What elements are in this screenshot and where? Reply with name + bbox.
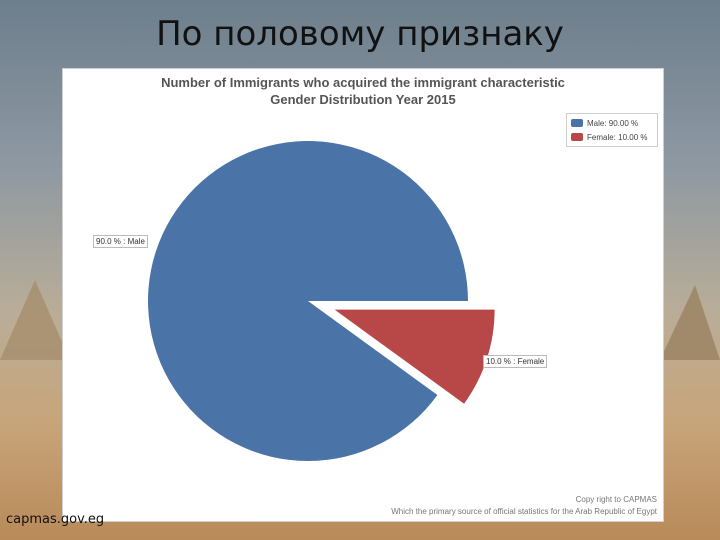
chart-subtitle: Gender Distribution Year 2015 xyxy=(270,92,456,107)
chart-footer-source: Which the primary source of official sta… xyxy=(391,507,657,516)
legend-swatch-male xyxy=(571,119,583,127)
pyramid-right-decoration xyxy=(660,285,720,360)
chart-footer-copyright: Copy right to CAPMAS xyxy=(575,495,657,504)
source-caption: capmas.gov.eg xyxy=(6,512,105,527)
legend-swatch-female xyxy=(571,133,583,141)
slice-label-male: 90.0 % : Male xyxy=(93,235,148,248)
slide-title: По половому признаку xyxy=(156,14,564,54)
pyramid-left-decoration xyxy=(0,280,70,360)
legend-label-male: Male: 90.00 % xyxy=(587,118,639,128)
chart-title: Number of Immigrants who acquired the im… xyxy=(161,75,565,90)
pie-slice-female xyxy=(334,309,495,404)
pie-chart xyxy=(148,141,495,461)
chart-panel: Number of Immigrants who acquired the im… xyxy=(62,68,664,522)
legend-item-female: Female: 10.00 % xyxy=(571,131,647,143)
legend-item-male: Male: 90.00 % xyxy=(571,117,638,129)
pie-slice-male xyxy=(148,141,468,461)
legend-label-female: Female: 10.00 % xyxy=(587,132,648,142)
slice-label-female: 10.0 % : Female xyxy=(483,355,548,368)
chart-legend: Male: 90.00 % Female: 10.00 % xyxy=(566,113,658,147)
